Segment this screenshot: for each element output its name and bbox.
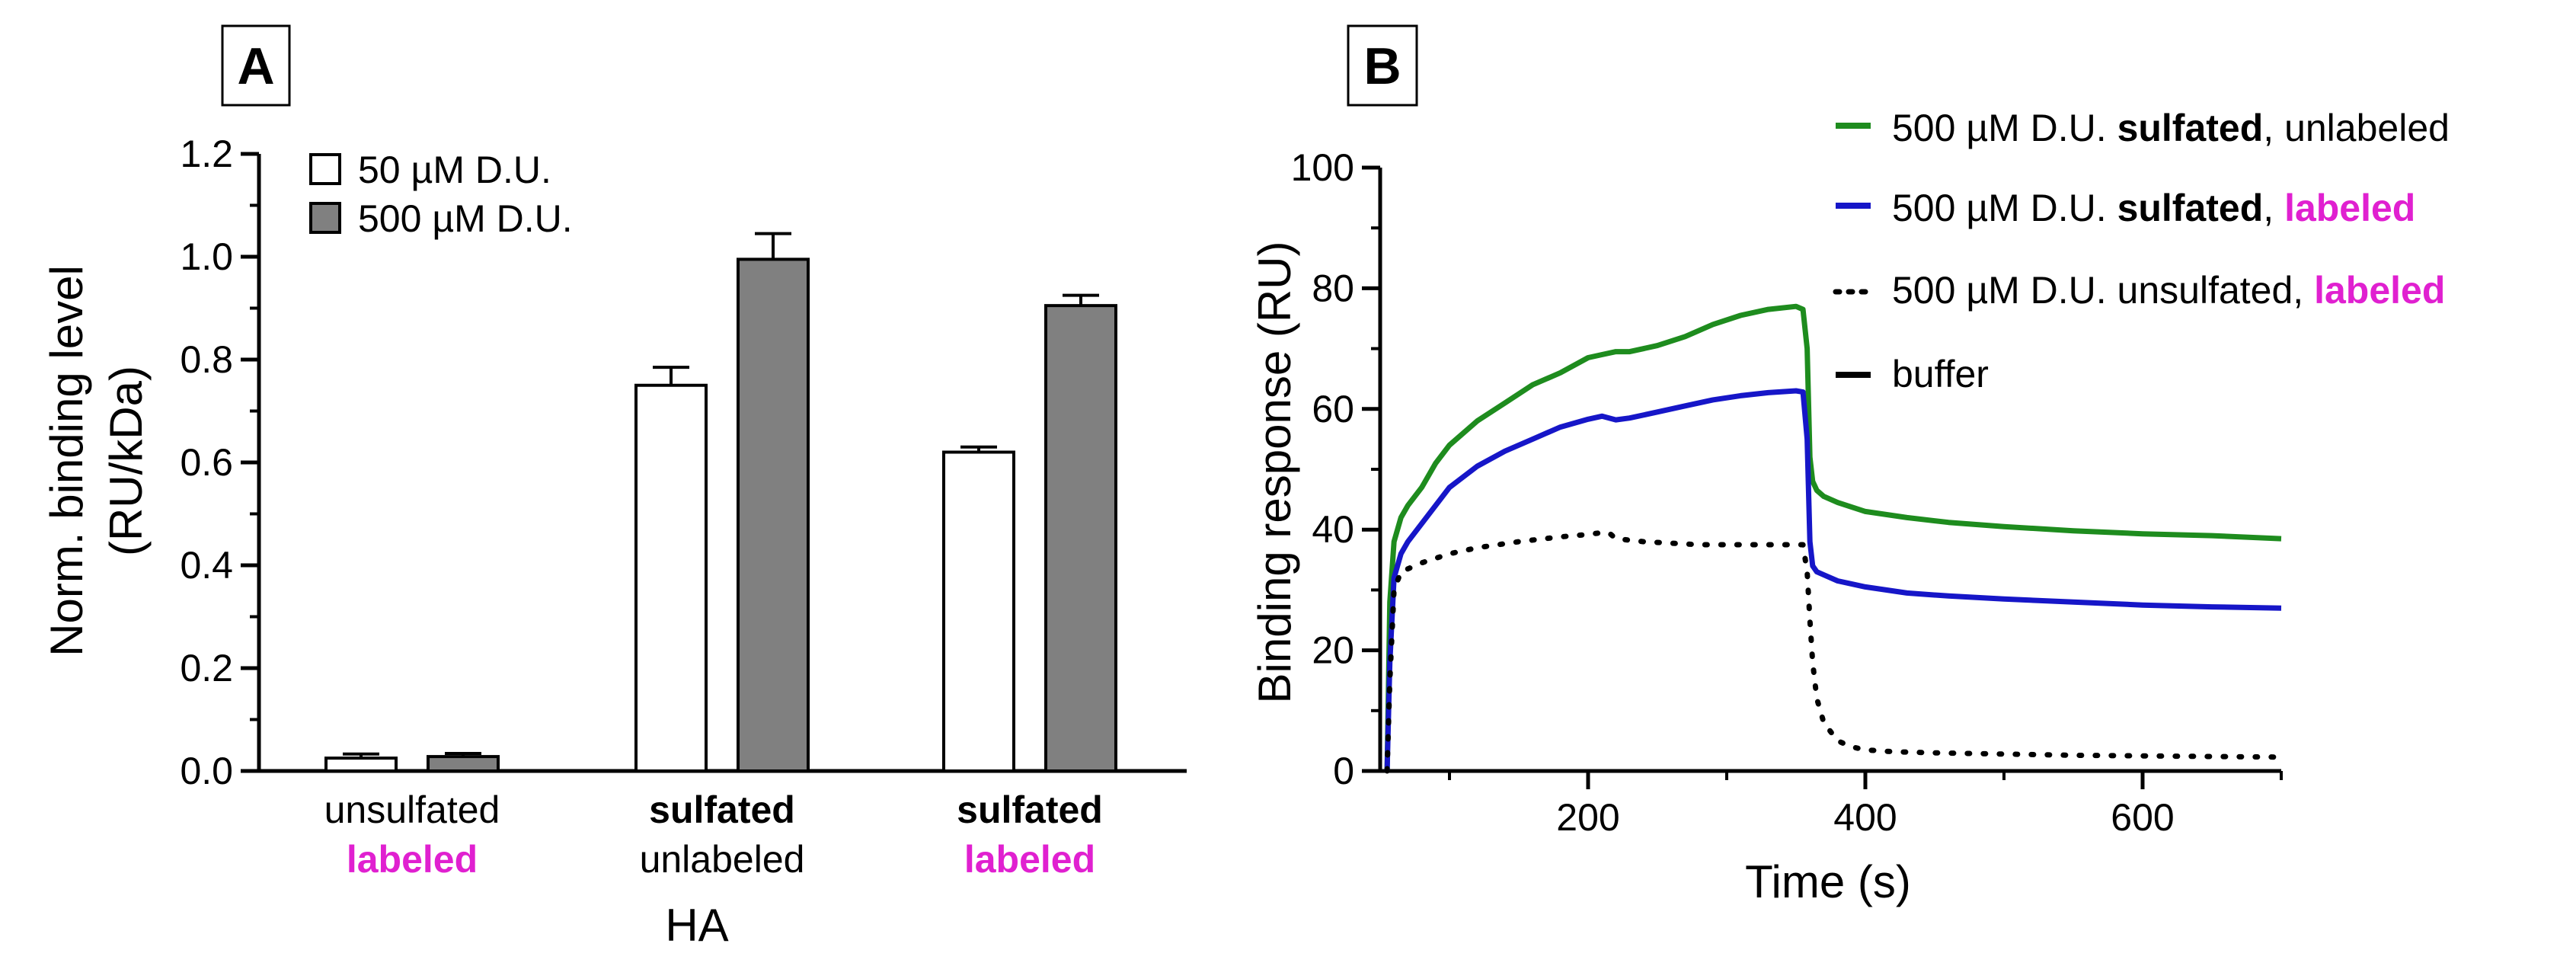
panel-a-ytick-label-2: 0.4 <box>180 544 233 587</box>
panel-b: B 0 20 40 60 80 100 200 400 600 Binding respons… <box>1249 24 2450 907</box>
legend-text-sulfated-unlabeled: 500 µM D.U. sulfated, unlabeled <box>1892 107 2450 149</box>
panel-a-ytick-label-0: 0.0 <box>180 750 233 792</box>
panel-b-xtick-label-2: 600 <box>2111 796 2174 839</box>
panel-b-label-box <box>1347 24 1418 107</box>
panel-a-label: A <box>237 37 274 95</box>
panel-b-x-ticks: 200 400 600 <box>1448 771 2283 839</box>
panel-b-ytick-label-1: 20 <box>1312 629 1354 672</box>
panel-a-ytick-label-4: 0.8 <box>180 338 233 381</box>
panel-b-lines <box>1384 303 2284 774</box>
panel-b-legend: 500 µM D.U. sulfated, unlabeled 500 µM D… <box>1833 107 2450 395</box>
panel-a-cat3-line1: sulfated <box>957 788 1103 831</box>
panel-b-xtick-label-1: 400 <box>1833 796 1897 839</box>
panel-a-bar-1-1 <box>737 257 810 772</box>
panel-b-y-ticks: 0 20 40 60 80 100 <box>1291 146 1380 792</box>
legend-text-unsulfated-labeled: 500 µM D.U. unsulfated, labeled <box>1892 269 2445 312</box>
legend-swatch-500um <box>309 202 341 234</box>
panel-a-label-box <box>221 24 291 107</box>
panel-a-legend: 50 µM D.U. 500 µM D.U. <box>309 149 573 240</box>
legend-text-buffer: buffer <box>1892 353 1989 395</box>
legend-swatch-50um <box>309 153 341 185</box>
panel-a-cat1-line1: unsulfated <box>324 788 500 831</box>
panel-a-bar-0-1 <box>634 383 708 772</box>
panel-b-xtick-label-0: 200 <box>1556 796 1619 839</box>
panel-a-bar-0-0 <box>324 756 398 772</box>
panel-b-ytick-label-4: 80 <box>1312 267 1354 309</box>
panel-a-ytick-label-3: 0.6 <box>180 441 233 484</box>
panel-a-bar-1-2 <box>1044 304 1117 772</box>
panel-b-ylabel: Binding response (RU) <box>1249 242 1300 704</box>
panel-a-xlabel: HA <box>665 900 728 951</box>
panel-a: A 0.0 0.2 0.4 0.6 0.8 1.0 1.2 Norm. binding le… <box>41 24 1187 951</box>
panel-a-cat2-line2: unlabeled <box>640 838 805 881</box>
panel-b-ytick-label-5: 100 <box>1291 146 1354 189</box>
panel-a-bar-1-0 <box>427 755 500 772</box>
panel-a-cat3-line2: labeled <box>964 838 1095 881</box>
panel-a-bars <box>324 232 1117 772</box>
panel-b-ytick-label-3: 60 <box>1312 388 1354 430</box>
panel-b-ytick-label-2: 40 <box>1312 508 1354 551</box>
legend-label-50um: 50 µM D.U. <box>358 149 551 191</box>
panel-a-y-ticks: 0.0 0.2 0.4 0.6 0.8 1.0 1.2 <box>180 133 259 792</box>
panel-b-xlabel: Time (s) <box>1745 856 1911 907</box>
panel-a-ytick-label-1: 0.2 <box>180 647 233 689</box>
panel-a-ylabel-line1: Norm. binding level <box>41 265 92 657</box>
panel-b-label: B <box>1363 37 1401 95</box>
legend-label-500um: 500 µM D.U. <box>358 197 573 240</box>
panel-b-series-line-2 <box>1384 529 2284 774</box>
panel-a-bar-0-2 <box>942 450 1015 772</box>
panel-b-ytick-label-0: 0 <box>1333 750 1354 792</box>
panel-b-series-line-1 <box>1384 388 2282 772</box>
panel-a-cat2-line1: sulfated <box>649 788 795 831</box>
panel-a-cat1-line2: labeled <box>347 838 478 881</box>
panel-a-ytick-label-5: 1.0 <box>180 235 233 278</box>
legend-text-sulfated-labeled: 500 µM D.U. sulfated, labeled <box>1892 187 2415 229</box>
panel-a-ytick-label-6: 1.2 <box>180 133 233 175</box>
panel-a-ylabel-line2: (RU/kDa) <box>101 366 152 556</box>
panel-b-series-line-0 <box>1384 303 2282 772</box>
